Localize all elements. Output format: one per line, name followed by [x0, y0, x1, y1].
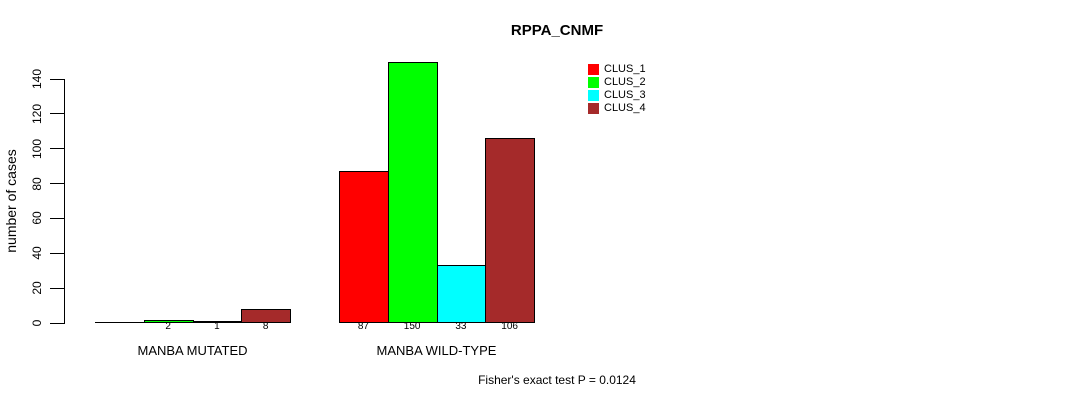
y-axis-line: [64, 79, 65, 324]
legend-label: CLUS_2: [604, 76, 646, 88]
legend: CLUS_1 CLUS_2 CLUS_3 CLUS_4: [588, 64, 646, 116]
y-tick-label: 40: [30, 246, 44, 260]
y-axis-tick: [50, 287, 64, 289]
y-tick-label: 120: [30, 103, 44, 124]
legend-swatch-clus-4: [588, 103, 599, 114]
legend-label: CLUS_3: [604, 89, 646, 101]
bar-clus-4-manba-wild-type: [485, 138, 535, 323]
bar-value-label: 106: [501, 321, 518, 332]
bar-value-label: 33: [455, 321, 467, 332]
group-label-manba-wild-type: MANBA WILD-TYPE: [376, 343, 497, 358]
y-tick-label: 100: [30, 138, 44, 159]
legend-item-clus-3: CLUS_3: [588, 90, 646, 101]
legend-swatch-clus-2: [588, 77, 599, 88]
bar-clus-1-manba-wild-type: [339, 171, 389, 323]
bar-value-label: 87: [357, 321, 369, 332]
footnote-fisher-test: Fisher's exact test P = 0.0124: [478, 373, 636, 387]
bar-value-label: 1: [214, 321, 220, 332]
y-tick-label: 20: [30, 281, 44, 295]
legend-item-clus-2: CLUS_2: [588, 77, 646, 88]
y-tick-label: 60: [30, 211, 44, 226]
y-axis-tick: [50, 148, 64, 150]
y-tick-label: 0: [30, 319, 44, 327]
legend-swatch-clus-1: [588, 64, 599, 75]
y-tick-label: 140: [30, 68, 44, 90]
y-axis-tick: [50, 217, 64, 219]
bar-value-label: 150: [403, 321, 421, 332]
bar-clus-2-manba-mutated: [143, 319, 194, 323]
y-tick-label: 80: [30, 176, 44, 191]
y-axis-label: number of cases: [3, 149, 19, 253]
legend-item-clus-1: CLUS_1: [588, 64, 646, 75]
bar-clus-3-manba-wild-type: [436, 265, 487, 323]
legend-label: CLUS_4: [604, 102, 646, 114]
bar-value-label: 8: [262, 321, 269, 332]
y-axis-tick: [50, 252, 64, 254]
y-axis-tick: [50, 113, 64, 115]
legend-label: CLUS_1: [604, 63, 646, 75]
group-label-manba-mutated: MANBA MUTATED: [137, 343, 248, 358]
bar-value-label: 2: [165, 321, 171, 332]
bar-clus-1-manba-mutated: [95, 322, 145, 323]
chart-title: RPPA_CNMF: [510, 22, 604, 39]
bar-clus-4-manba-mutated: [241, 309, 291, 323]
legend-swatch-clus-3: [588, 90, 599, 101]
y-axis-tick: [50, 78, 64, 80]
bar-clus-2-manba-wild-type: [387, 61, 438, 323]
y-axis-tick: [50, 183, 64, 185]
legend-item-clus-4: CLUS_4: [588, 103, 646, 114]
y-axis-tick: [50, 322, 64, 324]
